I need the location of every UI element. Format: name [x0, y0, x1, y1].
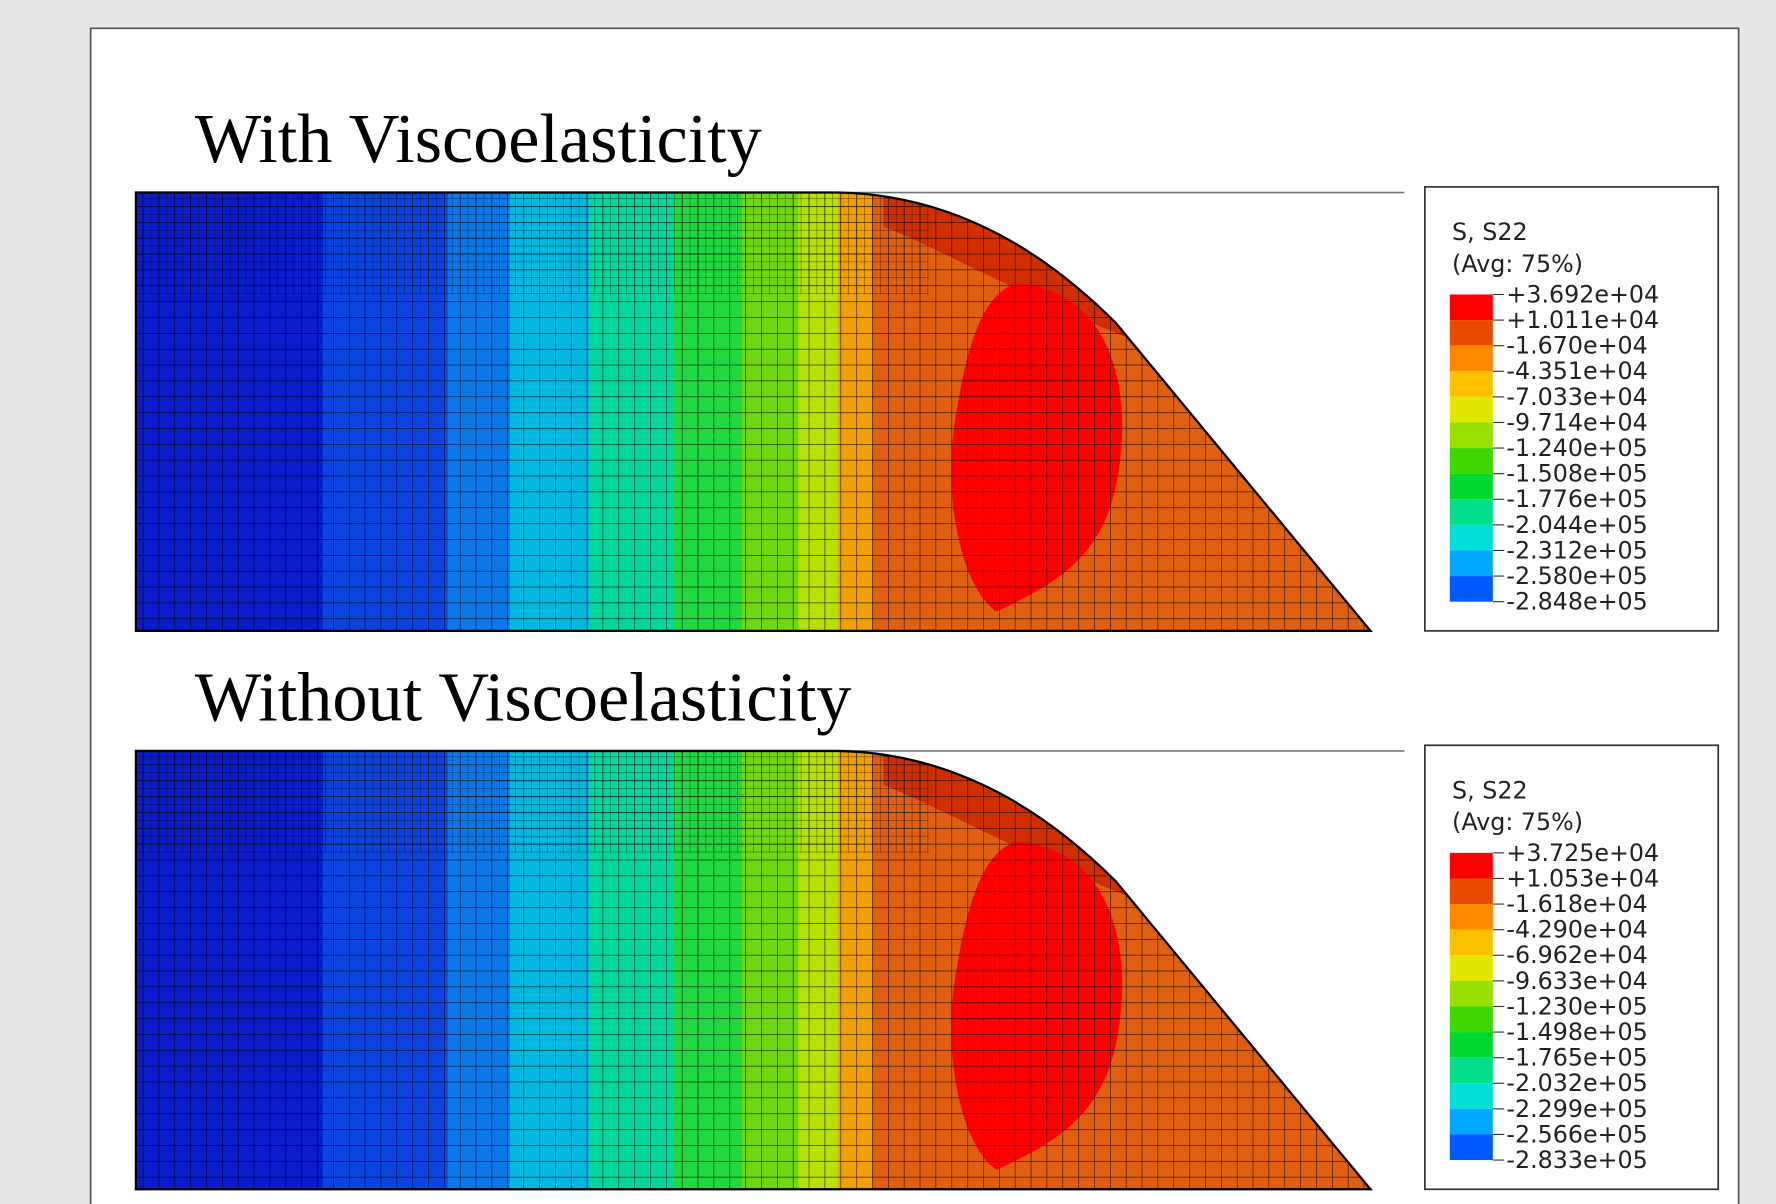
mesh [136, 751, 929, 853]
legend-label: -7.033e+04 [1506, 383, 1647, 411]
legend-label: -2.299e+05 [1506, 1095, 1647, 1123]
legend-swatch [1450, 853, 1493, 879]
legend-label: -4.290e+04 [1506, 916, 1647, 944]
legend-averaging: (Avg: 75%) [1452, 808, 1583, 836]
legend-label: -2.580e+05 [1506, 562, 1647, 590]
legend-label: -1.776e+05 [1506, 485, 1647, 513]
legend-variable: S, S22 [1452, 218, 1528, 246]
legend-label: -2.833e+05 [1506, 1146, 1647, 1174]
legend-label: +3.725e+04 [1506, 839, 1659, 867]
legend-swatch [1450, 878, 1493, 904]
legend-label: -2.032e+05 [1506, 1069, 1647, 1097]
legend-swatch [1450, 1083, 1493, 1109]
legend-swatch [1450, 397, 1493, 423]
legend-swatch [1450, 499, 1493, 525]
legend-label: -1.670e+04 [1506, 332, 1647, 360]
legend-swatch [1450, 1058, 1493, 1084]
legend-label: -1.230e+05 [1506, 992, 1647, 1020]
legend-swatch [1450, 474, 1493, 500]
legend-label: -1.765e+05 [1506, 1044, 1647, 1072]
legend-averaging: (Avg: 75%) [1452, 250, 1583, 278]
legend-label: -6.962e+04 [1506, 941, 1647, 969]
legend-swatch [1450, 371, 1493, 397]
legend-swatch [1450, 576, 1493, 602]
legend-swatch [1450, 320, 1493, 346]
legend-swatch [1450, 422, 1493, 448]
legend-label: -1.508e+05 [1506, 460, 1647, 488]
legend-swatch [1450, 1109, 1493, 1135]
panel-title: Without Viscoelasticity [195, 658, 852, 736]
legend-label: +3.692e+04 [1506, 280, 1659, 308]
legend-swatch [1450, 1032, 1493, 1058]
legend-label: -2.312e+05 [1506, 536, 1647, 564]
legend-swatch [1450, 981, 1493, 1007]
legend-swatch [1450, 1006, 1493, 1032]
legend-variable: S, S22 [1452, 777, 1528, 805]
legend-label: -1.498e+05 [1506, 1018, 1647, 1046]
legend-swatch [1450, 930, 1493, 956]
legend-label: -2.566e+05 [1506, 1120, 1647, 1148]
panel-title: With Viscoelasticity [195, 100, 762, 178]
legend-label: +1.011e+04 [1506, 306, 1659, 334]
legend-swatch [1450, 294, 1493, 320]
legend-swatch [1450, 904, 1493, 930]
legend-swatch [1450, 1134, 1493, 1160]
legend-label: -1.240e+05 [1506, 434, 1647, 462]
legend-swatch [1450, 550, 1493, 576]
legend-swatch [1450, 525, 1493, 551]
legend-label: -1.618e+04 [1506, 890, 1647, 918]
legend-label: -2.044e+05 [1506, 511, 1647, 539]
figure: With ViscoelasticityS, S22(Avg: 75%)+3.6… [0, 0, 1776, 1204]
legend-label: -9.633e+04 [1506, 967, 1647, 995]
legend-label: -2.848e+05 [1506, 588, 1647, 616]
legend-label: +1.053e+04 [1506, 864, 1659, 892]
legend-swatch [1450, 955, 1493, 981]
legend-swatch [1450, 346, 1493, 372]
mesh [136, 193, 929, 295]
legend-label: -9.714e+04 [1506, 408, 1647, 436]
legend-swatch [1450, 448, 1493, 474]
legend-label: -4.351e+04 [1506, 357, 1647, 385]
